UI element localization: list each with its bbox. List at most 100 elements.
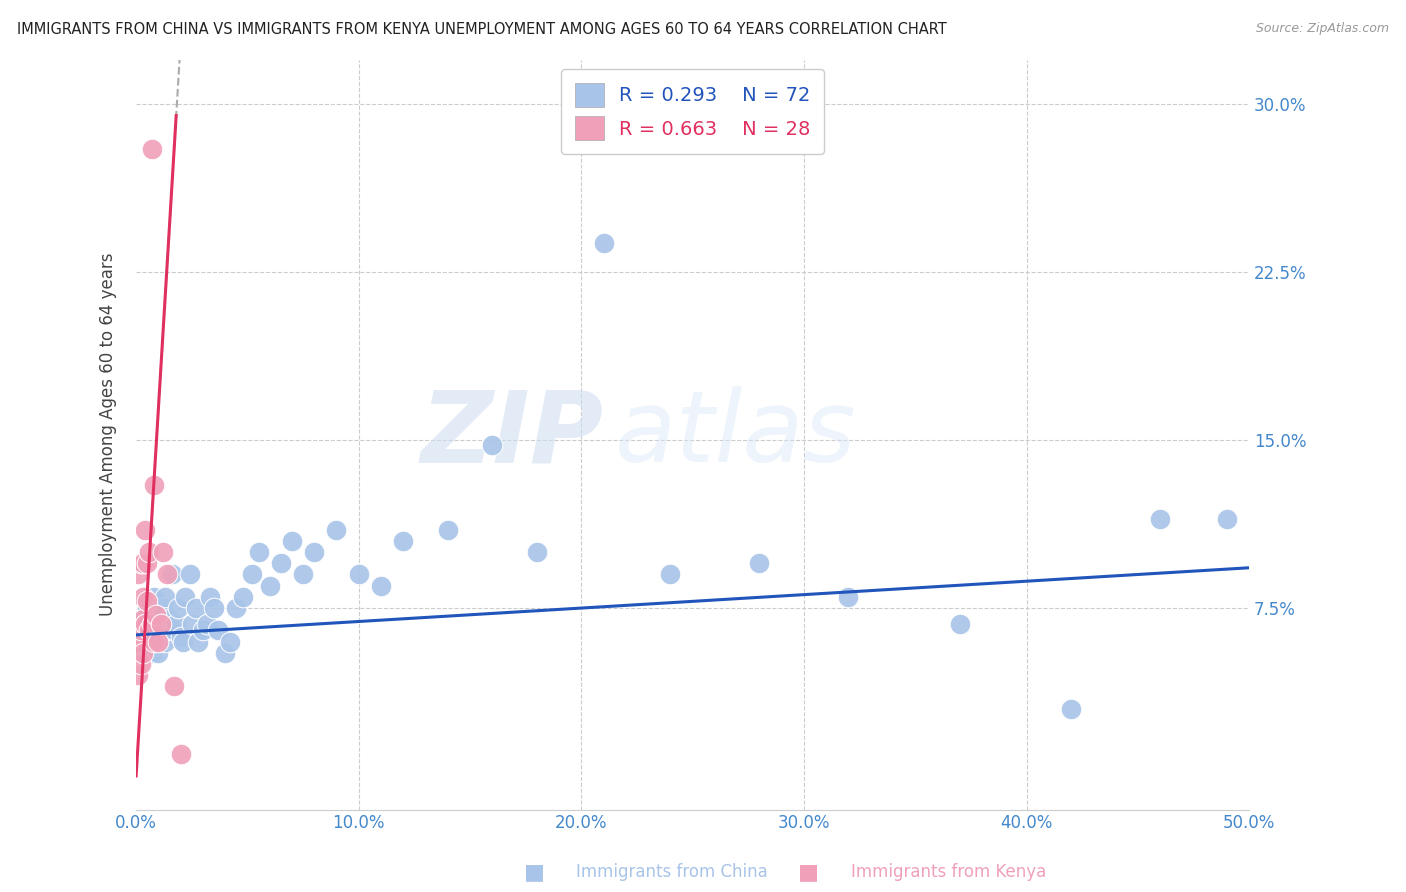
Text: ■: ■	[799, 863, 818, 882]
Point	[134, 523, 156, 537]
Point	[132, 556, 155, 570]
Point	[748, 556, 770, 570]
Point	[145, 616, 167, 631]
Point	[302, 545, 325, 559]
Point	[232, 590, 254, 604]
Point	[141, 607, 163, 622]
Point	[141, 142, 163, 156]
Point	[949, 616, 972, 631]
Point	[167, 601, 190, 615]
Point	[156, 624, 179, 638]
Point	[138, 639, 160, 653]
Point	[153, 634, 176, 648]
Point	[1216, 511, 1239, 525]
Point	[259, 579, 281, 593]
Point	[187, 634, 209, 648]
Point	[292, 567, 315, 582]
Point	[240, 567, 263, 582]
Point	[191, 624, 214, 638]
Point	[145, 624, 167, 638]
Point	[142, 634, 165, 648]
Point	[136, 594, 159, 608]
Point	[127, 668, 149, 682]
Point	[136, 601, 159, 615]
Point	[127, 630, 149, 644]
Point	[148, 601, 170, 615]
Point	[179, 567, 201, 582]
Point	[195, 616, 218, 631]
Point	[142, 478, 165, 492]
Point	[218, 634, 240, 648]
Point	[169, 747, 191, 761]
Point	[370, 579, 392, 593]
Point	[152, 601, 174, 615]
Point	[436, 523, 458, 537]
Point	[214, 646, 236, 660]
Point	[142, 590, 165, 604]
Point	[156, 567, 179, 582]
Point	[174, 590, 197, 604]
Point	[129, 556, 152, 570]
Point	[127, 567, 149, 582]
Point	[270, 556, 292, 570]
Point	[129, 634, 152, 648]
Point	[142, 639, 165, 653]
Point	[1149, 511, 1171, 525]
Point	[592, 236, 614, 251]
Text: atlas: atlas	[614, 386, 856, 483]
Point	[281, 533, 304, 548]
Text: IMMIGRANTS FROM CHINA VS IMMIGRANTS FROM KENYA UNEMPLOYMENT AMONG AGES 60 TO 64 : IMMIGRANTS FROM CHINA VS IMMIGRANTS FROM…	[17, 22, 946, 37]
Point	[141, 624, 163, 638]
Point	[149, 624, 172, 638]
Point	[165, 616, 187, 631]
Point	[136, 556, 159, 570]
Point	[132, 612, 155, 626]
Point	[247, 545, 270, 559]
Point	[152, 545, 174, 559]
Point	[134, 624, 156, 638]
Point	[163, 624, 186, 638]
Point	[141, 616, 163, 631]
Point	[153, 590, 176, 604]
Y-axis label: Unemployment Among Ages 60 to 64 years: Unemployment Among Ages 60 to 64 years	[100, 252, 117, 616]
Point	[202, 601, 225, 615]
Point	[136, 634, 159, 648]
Text: ■: ■	[524, 863, 544, 882]
Text: ZIP: ZIP	[420, 386, 603, 483]
Point	[134, 646, 156, 660]
Point	[325, 523, 347, 537]
Point	[138, 630, 160, 644]
Point	[148, 634, 170, 648]
Point	[659, 567, 682, 582]
Text: Immigrants from China: Immigrants from China	[576, 863, 768, 881]
Point	[127, 624, 149, 638]
Point	[129, 657, 152, 671]
Point	[149, 612, 172, 626]
Point	[148, 634, 170, 648]
Point	[145, 607, 167, 622]
Point	[837, 590, 859, 604]
Point	[132, 612, 155, 626]
Point	[481, 437, 503, 451]
Point	[169, 630, 191, 644]
Point	[148, 646, 170, 660]
Point	[129, 624, 152, 638]
Point	[127, 634, 149, 648]
Point	[198, 590, 221, 604]
Point	[159, 612, 181, 626]
Point	[138, 545, 160, 559]
Point	[163, 680, 186, 694]
Point	[132, 590, 155, 604]
Point	[392, 533, 415, 548]
Legend: R = 0.293    N = 72, R = 0.663    N = 28: R = 0.293 N = 72, R = 0.663 N = 28	[561, 70, 824, 153]
Point	[1060, 702, 1083, 716]
Point	[526, 545, 548, 559]
Point	[132, 646, 155, 660]
Point	[186, 601, 208, 615]
Text: Immigrants from Kenya: Immigrants from Kenya	[851, 863, 1046, 881]
Point	[136, 616, 159, 631]
Point	[207, 624, 229, 638]
Point	[132, 646, 155, 660]
Point	[172, 634, 194, 648]
Point	[347, 567, 370, 582]
